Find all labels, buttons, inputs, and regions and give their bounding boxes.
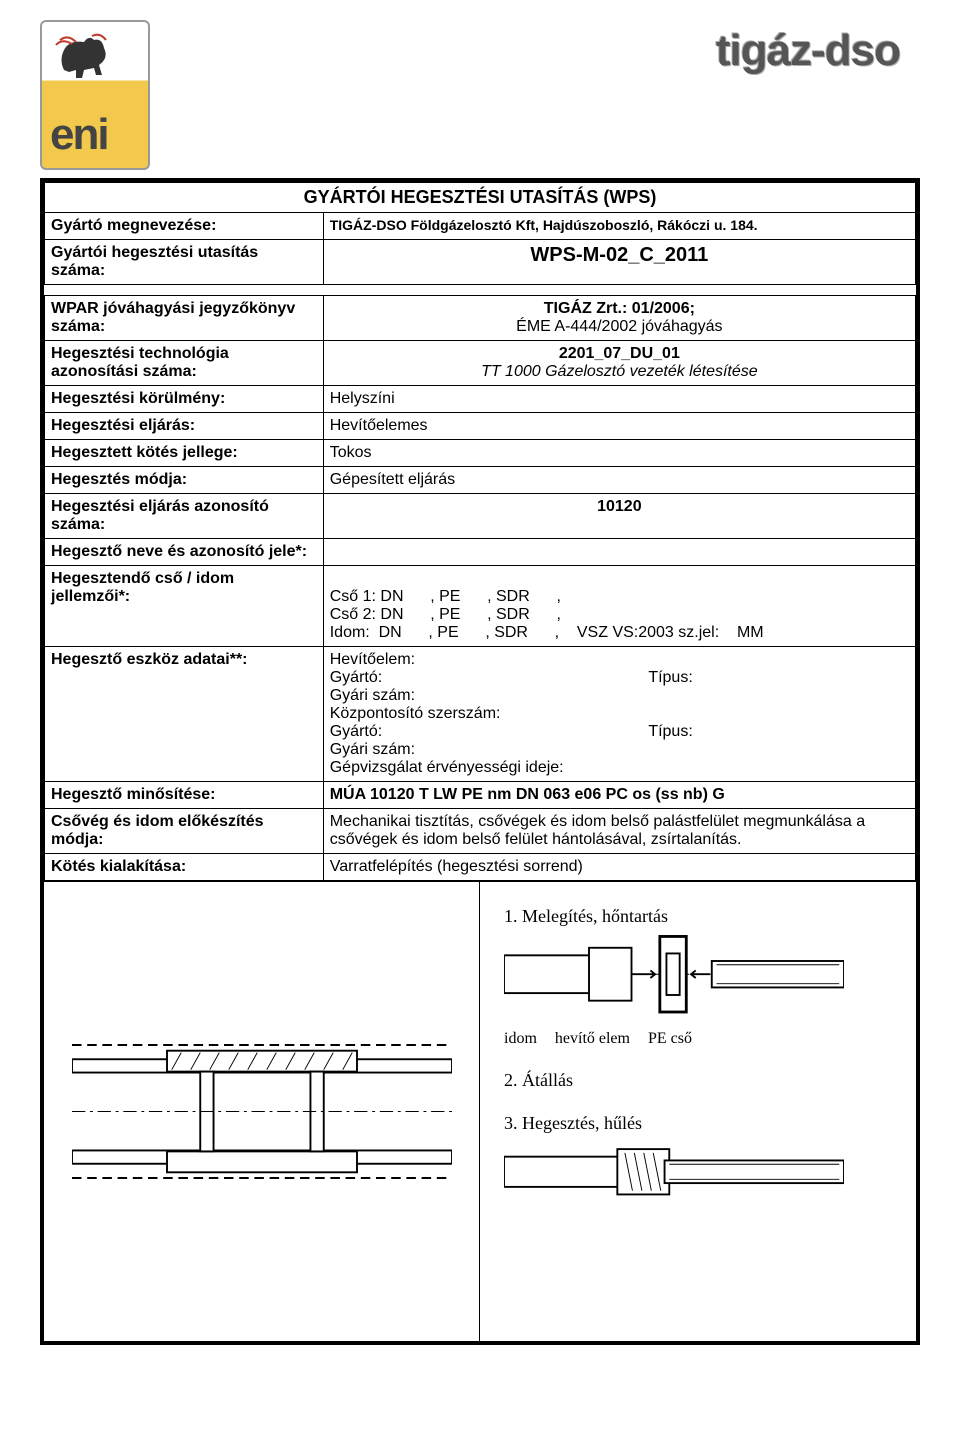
val-wpar-l2: ÉME A-444/2002 jóváhagyás: [516, 318, 722, 335]
val-joint-type: Tokos: [323, 440, 915, 467]
label-equipment: Hegesztő eszköz adatai**:: [45, 647, 324, 782]
document-frame: GYÁRTÓI HEGESZTÉSI UTASÍTÁS (WPS) Gyártó…: [40, 178, 920, 1345]
label-mode: Hegesztés módja:: [45, 467, 324, 494]
document-header: eni tigáz-dso: [40, 20, 920, 170]
label-qualification: Hegesztő minősítése:: [45, 782, 324, 809]
label-process: Hegesztési eljárás:: [45, 413, 324, 440]
eni-dog-icon: [54, 30, 114, 80]
label-instruction-no: Gyártói hegesztési utasítás száma:: [45, 240, 324, 285]
label-condition: Hegesztési körülmény:: [45, 386, 324, 413]
tigaz-dso-logo: tigáz-dso: [716, 20, 920, 76]
val-instruction-no: WPS-M-02_C_2011: [323, 240, 915, 285]
wps-table: GYÁRTÓI HEGESZTÉSI UTASÍTÁS (WPS) Gyártó…: [44, 182, 916, 881]
step-3-icon: [504, 1134, 844, 1210]
val-welder: [323, 539, 915, 566]
doc-title: GYÁRTÓI HEGESZTÉSI UTASÍTÁS (WPS): [45, 183, 916, 213]
eq-l6: Gyári szám:: [330, 741, 909, 759]
weld-steps: 1. Melegítés, hőntartás: [480, 882, 916, 1341]
diagram-section: 1. Melegítés, hőntartás: [44, 881, 916, 1341]
step-1-sub-c: PE cső: [648, 1030, 692, 1048]
val-wpar-l1: TIGÁZ Zrt.: 01/2006;: [544, 300, 695, 317]
val-process-id: 10120: [323, 494, 915, 539]
eq-l4: Központosító szerszám:: [330, 705, 909, 723]
eq-l5a: Gyártó:: [330, 723, 649, 741]
label-process-id: Hegesztési eljárás azonosító száma:: [45, 494, 324, 539]
label-wpar: WPAR jóváhagyási jegyzőkönyv száma:: [45, 296, 324, 341]
label-joint-design: Kötés kialakítása:: [45, 854, 324, 881]
val-mode: Gépesített eljárás: [323, 467, 915, 494]
pipe-l1: Cső 1: DN , PE , SDR ,: [330, 588, 561, 605]
eq-l1: Hevítőelem:: [330, 651, 909, 669]
val-condition: Helyszíni: [323, 386, 915, 413]
eq-l2b: Típus:: [648, 669, 692, 687]
socket-joint-icon: [72, 988, 452, 1235]
val-qualification: MÚA 10120 T LW PE nm DN 063 e06 PC os (s…: [323, 782, 915, 809]
eq-l7: Gépvizsgálat érvényességi ideje:: [330, 759, 909, 777]
label-prep: Csővég és idom előkészítés módja:: [45, 809, 324, 854]
val-pipe: Cső 1: DN , PE , SDR , Cső 2: DN , PE , …: [323, 566, 915, 647]
val-manufacturer: TIGÁZ-DSO Földgázelosztó Kft, Hajdúszobo…: [323, 213, 915, 240]
step-2-label: 2. Átállás: [504, 1070, 892, 1091]
eni-logo: eni: [40, 20, 150, 170]
step-1-sub-b: hevítő elem: [555, 1030, 630, 1048]
step-1-label: 1. Melegítés, hőntartás: [504, 906, 892, 927]
label-welder: Hegesztő neve és azonosító jele*:: [45, 539, 324, 566]
val-tech-id-l1: 2201_07_DU_01: [559, 345, 680, 362]
label-manufacturer: Gyártó megnevezése:: [45, 213, 324, 240]
val-prep: Mechanikai tisztítás, csővégek és idom b…: [323, 809, 915, 854]
val-tech-id: 2201_07_DU_01 TT 1000 Gázelosztó vezeték…: [323, 341, 915, 386]
val-process: Hevítőelemes: [323, 413, 915, 440]
eq-l5b: Típus:: [648, 723, 692, 741]
step-1-icon: [504, 927, 844, 1021]
val-equipment: Hevítőelem: Gyártó:Típus: Gyári szám: Kö…: [323, 647, 915, 782]
val-joint-design: Varratfelépítés (hegesztési sorrend): [323, 854, 915, 881]
eq-l3: Gyári szám:: [330, 687, 909, 705]
label-tech-id: Hegesztési technológia azonosítási száma…: [45, 341, 324, 386]
label-joint-type: Hegesztett kötés jellege:: [45, 440, 324, 467]
val-wpar: TIGÁZ Zrt.: 01/2006; ÉME A-444/2002 jóvá…: [323, 296, 915, 341]
joint-diagram: [44, 882, 480, 1341]
eni-text: eni: [50, 110, 140, 160]
eq-l2a: Gyártó:: [330, 669, 649, 687]
label-pipe: Hegesztendő cső / idom jellemzői*:: [45, 566, 324, 647]
step-1-sub-a: idom: [504, 1030, 537, 1048]
pipe-l2: Cső 2: DN , PE , SDR ,: [330, 606, 561, 623]
pipe-l3: Idom: DN , PE , SDR , VSZ VS:2003 sz.jel…: [330, 624, 764, 641]
step-3-label: 3. Hegesztés, hűlés: [504, 1113, 892, 1134]
val-tech-id-l2: TT 1000 Gázelosztó vezeték létesítése: [481, 363, 758, 380]
